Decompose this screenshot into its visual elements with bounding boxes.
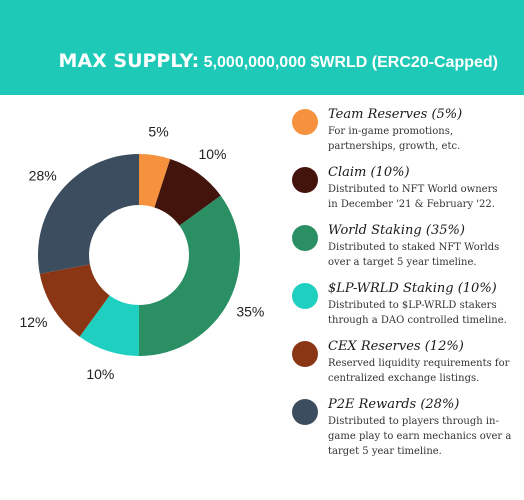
max-supply-title: MAX SUPPLY: 5,000,000,000 $WRLD (ERC20-C… (59, 50, 498, 72)
legend-swatch (292, 109, 318, 135)
donut-slice-team-reserves (139, 154, 171, 208)
slice-label-cex-reserves: 12% (19, 314, 47, 330)
legend-title: Claim (10%) (328, 165, 410, 180)
legend-item-cex-reserves: CEX Reserves (12%) Reserved liquidity re… (292, 338, 517, 396)
donut-slice-lp-wrld-staking (79, 295, 139, 356)
legend-title: $LP-WRLD Staking (10%) (328, 281, 497, 296)
donut-slice-claim (154, 158, 221, 226)
legend-title: Team Reserves (5%) (328, 107, 463, 122)
header-banner: MAX SUPPLY: 5,000,000,000 $WRLD (ERC20-C… (0, 0, 524, 95)
donut-slice-cex-reserves (39, 264, 110, 337)
legend-title: P2E Rewards (28%) (328, 397, 460, 412)
max-supply-label: MAX SUPPLY: (58, 50, 200, 72)
legend-description: Distributed to $LP-WRLD stakers through … (328, 298, 517, 328)
slice-label-p2e-rewards: 28% (29, 167, 57, 183)
legend-description: Distributed to staked NFT Worlds over a … (328, 240, 517, 270)
chart-legend: Team Reserves (5%) For in-game promotion… (292, 106, 517, 457)
legend-item-p2e-rewards: P2E Rewards (28%) Distributed to players… (292, 396, 517, 457)
legend-description: Distributed to players through in- game … (328, 414, 517, 459)
legend-title: CEX Reserves (12%) (328, 339, 464, 354)
legend-description-line: For in-game promotions, (328, 126, 454, 137)
slice-label-team-reserves: 5% (148, 124, 168, 140)
legend-swatch (292, 225, 318, 251)
legend-description-line: in December '21 & February '22. (328, 199, 495, 210)
legend-item-claim: Claim (10%) Distributed to NFT World own… (292, 164, 517, 222)
slice-label-world-staking: 35% (236, 304, 264, 320)
legend-description-line: Distributed to NFT World owners (328, 184, 498, 195)
donut-slice-p2e-rewards (37, 154, 139, 274)
slice-label-claim: 10% (198, 146, 226, 162)
max-supply-value: 5,000,000,000 $WRLD (ERC20-Capped) (203, 54, 498, 71)
legend-description-line: centralized exchange listings. (328, 373, 480, 384)
legend-item-team-reserves: Team Reserves (5%) For in-game promotion… (292, 106, 517, 164)
legend-description-line: Distributed to $LP-WRLD stakers (328, 300, 497, 311)
legend-description: For in-game promotions, partnerships, gr… (328, 124, 517, 154)
legend-description-line: partnerships, growth, etc. (328, 141, 461, 152)
legend-swatch (292, 399, 318, 425)
legend-swatch (292, 341, 318, 367)
donut-slice-world-staking (139, 195, 240, 356)
legend-description-line: Distributed to players through in- (328, 416, 499, 427)
legend-description: Distributed to NFT World owners in Decem… (328, 182, 517, 212)
legend-description-line: game play to earn mechanics over a (328, 431, 512, 442)
legend-description-line: Distributed to staked NFT Worlds (328, 242, 500, 253)
legend-description: Reserved liquidity requirements for cent… (328, 356, 517, 386)
legend-swatch (292, 167, 318, 193)
supply-donut-chart: 5% 10% 35% 10% 12% 28% (19, 124, 264, 382)
legend-description-line: through a DAO controlled timeline. (328, 315, 507, 326)
slice-label-lp-wrld-staking: 10% (86, 366, 114, 382)
legend-description-line: over a target 5 year timeline. (328, 257, 477, 268)
legend-title: World Staking (35%) (328, 223, 465, 238)
legend-description-line: target 5 year timeline. (328, 446, 442, 457)
legend-item-world-staking: World Staking (35%) Distributed to stake… (292, 222, 517, 280)
legend-description-line: Reserved liquidity requirements for (328, 358, 510, 369)
legend-swatch (292, 283, 318, 309)
legend-item-lp-wrld-staking: $LP-WRLD Staking (10%) Distributed to $L… (292, 280, 517, 338)
